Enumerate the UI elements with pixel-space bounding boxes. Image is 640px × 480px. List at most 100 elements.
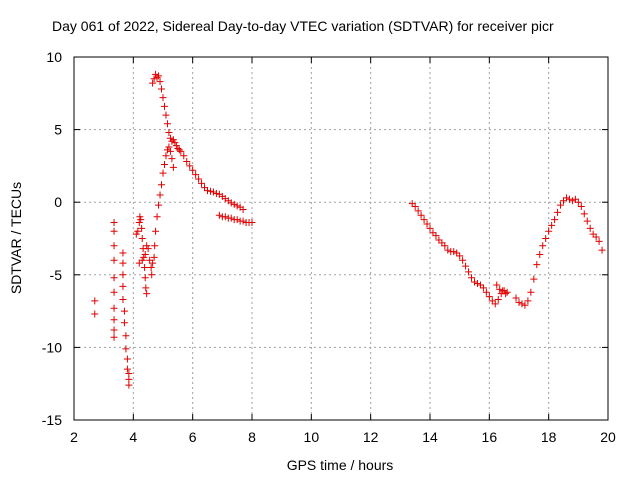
data-point [152, 227, 160, 235]
data-point [206, 187, 214, 195]
data-point [186, 162, 194, 170]
data-point [123, 355, 131, 363]
data-point [110, 288, 118, 296]
data-point [158, 181, 166, 189]
data-point [432, 232, 440, 240]
plot-frame [73, 56, 609, 421]
x-tick-label: 20 [600, 429, 616, 445]
data-point [110, 227, 118, 235]
data-point [557, 201, 565, 209]
data-point [143, 290, 151, 298]
data-point [450, 248, 458, 256]
data-point [227, 214, 235, 222]
data-point [494, 295, 502, 303]
data-point [565, 195, 573, 203]
data-point [110, 316, 118, 324]
data-point [175, 146, 183, 154]
data-point [151, 242, 159, 250]
data-point [530, 275, 538, 283]
data-point [150, 253, 158, 261]
data-point [230, 200, 238, 208]
data-point [142, 284, 150, 292]
data-point [201, 184, 209, 192]
data-point [110, 256, 118, 264]
data-point [143, 242, 151, 250]
data-point [499, 287, 507, 295]
data-point [426, 224, 434, 232]
data-point [141, 274, 149, 282]
data-point [577, 203, 585, 211]
data-point [138, 235, 146, 242]
x-tick-label: 12 [363, 429, 379, 445]
data-point [169, 163, 177, 171]
data-point [195, 175, 203, 183]
y-tick-label: 10 [46, 49, 62, 65]
data-point [153, 213, 161, 221]
data-point [166, 134, 174, 142]
data-point [144, 245, 152, 253]
data-point [189, 166, 197, 174]
data-point [136, 213, 144, 221]
data-point [125, 381, 133, 389]
y-tick-label: 0 [54, 194, 62, 210]
data-point [138, 224, 146, 232]
data-point [215, 211, 223, 219]
data-point [503, 288, 511, 296]
data-point [227, 199, 235, 207]
data-point [148, 271, 156, 279]
data-point [502, 290, 510, 298]
data-point [204, 187, 211, 195]
data-point [239, 217, 247, 225]
data-point [420, 216, 428, 224]
data-point [163, 120, 171, 128]
data-point [165, 143, 173, 151]
x-tick-label: 4 [129, 429, 137, 445]
data-point [476, 281, 484, 289]
data-point [120, 319, 128, 327]
data-point [423, 220, 431, 228]
data-point [152, 70, 160, 78]
data-point [122, 345, 130, 353]
data-point [521, 301, 529, 309]
data-point [122, 332, 130, 340]
data-point [554, 208, 562, 216]
data-point [598, 246, 606, 254]
data-point [198, 179, 206, 187]
data-point [551, 216, 559, 224]
data-point [533, 261, 541, 269]
data-point [248, 219, 256, 227]
data-point [120, 307, 128, 315]
y-tick-label: 5 [54, 122, 62, 138]
data-point [518, 300, 526, 308]
data-point [155, 72, 163, 80]
data-point [441, 242, 449, 250]
tick-labels: 2 4 6 8 10 12 14 16 18 20 -15 -10 -5 0 5 10 [42, 49, 616, 445]
data-point [479, 284, 487, 292]
data-point [110, 219, 118, 227]
axis-ticks [73, 56, 609, 421]
data-point [233, 202, 241, 210]
data-point [485, 293, 493, 301]
data-point [411, 203, 419, 211]
x-axis-label: GPS time / hours [287, 457, 394, 473]
data-point [110, 274, 118, 282]
data-point [417, 211, 425, 219]
data-point [174, 144, 182, 152]
x-tick-label: 8 [248, 429, 256, 445]
data-point [140, 253, 148, 261]
data-point [166, 147, 174, 155]
x-tick-label: 18 [541, 429, 557, 445]
data-point [156, 78, 164, 86]
data-point [560, 197, 567, 205]
data-point [595, 237, 603, 245]
data-point [91, 297, 99, 305]
data-point [159, 169, 167, 177]
data-point [493, 281, 501, 289]
data-point [162, 152, 170, 160]
data-point [150, 75, 158, 83]
data-point [110, 304, 118, 312]
data-point [562, 194, 570, 202]
x-tick-label: 2 [70, 429, 78, 445]
grid [74, 57, 608, 420]
